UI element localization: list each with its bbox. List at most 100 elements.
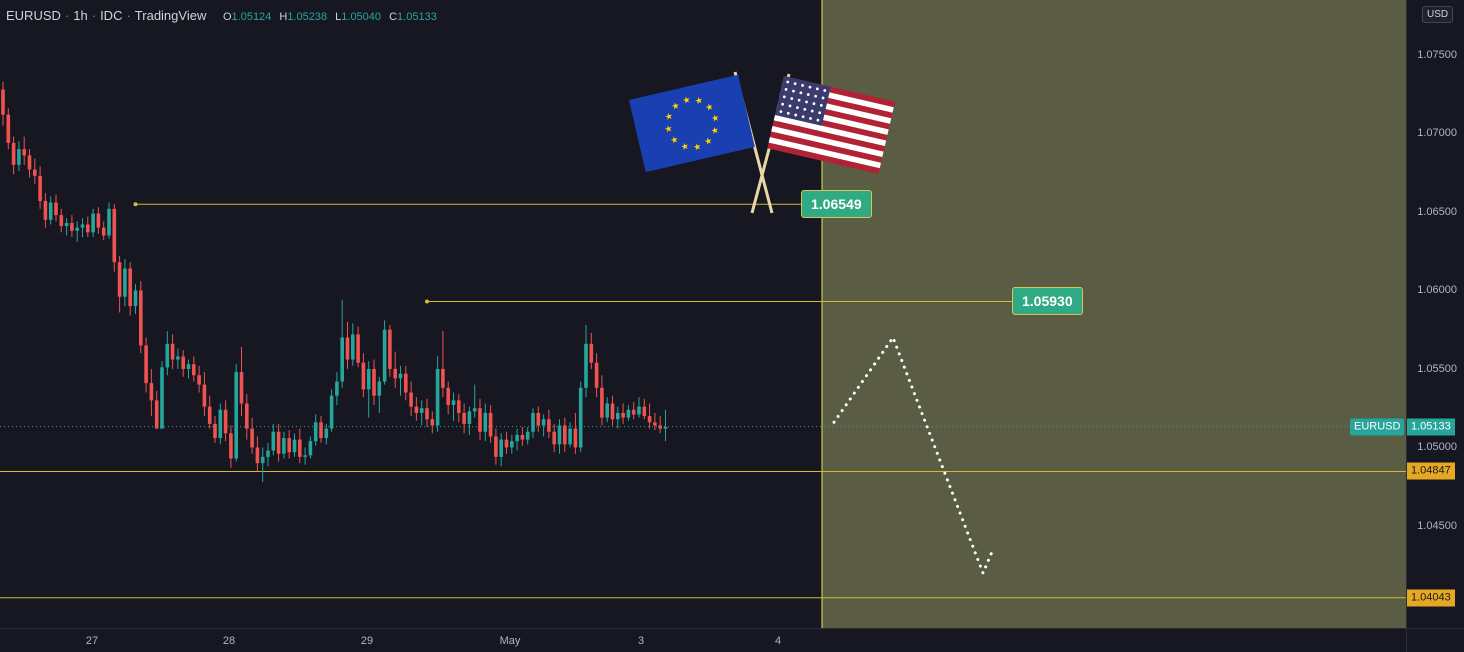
candle-body bbox=[552, 431, 556, 445]
open-key: O bbox=[222, 11, 232, 23]
us-flag-star bbox=[782, 95, 786, 99]
eu-star: ★ bbox=[680, 142, 690, 154]
price-tick: 1.05000 bbox=[1417, 441, 1457, 454]
current-price-tag: 1.05133 bbox=[1407, 418, 1455, 436]
us-flag-star bbox=[784, 88, 788, 91]
symbol-name[interactable]: EURUSD bbox=[6, 8, 61, 23]
eu-flag-icon: ★★★★★★★★★★ ★★ bbox=[629, 74, 755, 173]
time-tick: 3 bbox=[637, 635, 645, 647]
us-flag-stripe bbox=[772, 120, 885, 152]
candle-body bbox=[1, 89, 5, 115]
candle-body bbox=[319, 422, 323, 439]
separator: · bbox=[64, 8, 70, 23]
low-key: L bbox=[335, 11, 342, 23]
candle-body bbox=[266, 450, 270, 457]
candle-body bbox=[181, 356, 185, 369]
us-flag-star bbox=[786, 80, 790, 84]
candle-body bbox=[441, 368, 445, 388]
candle-body bbox=[292, 439, 297, 453]
us-flag-star bbox=[809, 117, 812, 120]
eu-star: ★ bbox=[682, 95, 692, 107]
price-tick: 1.07000 bbox=[1417, 127, 1457, 140]
candle-body bbox=[207, 406, 212, 424]
level-label-1[interactable]: 1.06549 bbox=[801, 190, 872, 219]
candle-body bbox=[578, 387, 583, 448]
us-flag-star bbox=[781, 102, 785, 106]
candle-body bbox=[43, 200, 48, 220]
forecast-zone bbox=[822, 0, 1406, 628]
us-flag-star bbox=[796, 106, 799, 110]
separator: · bbox=[91, 8, 97, 23]
axis-corner bbox=[1406, 628, 1464, 652]
eu-flag-field bbox=[629, 74, 755, 173]
separator: · bbox=[126, 8, 131, 23]
currency-button[interactable]: USD bbox=[1422, 6, 1454, 23]
candle-body bbox=[128, 268, 132, 307]
us-flag-star bbox=[814, 94, 818, 98]
eu-star: ★ bbox=[664, 124, 674, 136]
candle-body bbox=[22, 149, 26, 156]
candle-body bbox=[223, 409, 228, 434]
close-value: 1.05133 bbox=[397, 11, 437, 23]
candle-body bbox=[605, 403, 609, 418]
candlestick-chart[interactable]: ★★★★★★★★★★ ★★ bbox=[0, 0, 1406, 628]
candle-body bbox=[361, 362, 366, 390]
candle-body bbox=[33, 169, 37, 176]
us-flag-stripe bbox=[768, 137, 881, 169]
candle-body bbox=[478, 408, 482, 432]
candle-body bbox=[154, 400, 159, 429]
us-flag-star bbox=[808, 85, 812, 89]
candle-body bbox=[520, 434, 525, 440]
candles-group bbox=[1, 81, 668, 482]
time-tick: May bbox=[499, 635, 521, 647]
candle-body bbox=[594, 362, 599, 388]
price-axis[interactable]: 1.07500 1.07000 1.06500 1.06000 1.05500 1.050… bbox=[1406, 0, 1464, 628]
candle-body bbox=[425, 408, 429, 420]
candle-body bbox=[308, 441, 313, 456]
candle-body bbox=[504, 439, 509, 448]
candle-body bbox=[80, 224, 85, 228]
candle-body bbox=[165, 343, 170, 368]
candle-body bbox=[112, 208, 117, 263]
candle-body bbox=[467, 411, 472, 424]
candle-body bbox=[515, 434, 519, 442]
eu-star: ★ bbox=[703, 136, 713, 148]
candle-body bbox=[250, 428, 254, 448]
candle-body bbox=[303, 455, 307, 457]
candle-body bbox=[631, 409, 636, 415]
us-flag-stripe bbox=[769, 131, 883, 163]
candle-body bbox=[170, 343, 175, 360]
level-anchor-2 bbox=[425, 299, 429, 304]
candle-body bbox=[160, 367, 164, 429]
candle-body bbox=[144, 345, 148, 384]
candle-body bbox=[568, 428, 572, 445]
candle-body bbox=[340, 337, 344, 382]
candle-body bbox=[626, 409, 631, 418]
us-flag-star bbox=[786, 111, 790, 115]
plot-area[interactable]: ★ ★ ★ ★ ★ ★ ★ ★ ★ ★ ★ ★ EURUSD · 1h · IDC · TradingView O… bbox=[0, 0, 1406, 628]
candle-body bbox=[398, 373, 403, 379]
candle-body bbox=[345, 337, 350, 360]
candle-body bbox=[335, 381, 339, 396]
candle-body bbox=[653, 422, 657, 426]
candle-body bbox=[218, 409, 223, 439]
level-label-2[interactable]: 1.05930 bbox=[1012, 287, 1083, 316]
candle-body bbox=[313, 422, 318, 442]
candle-body bbox=[573, 428, 578, 448]
us-flag-star bbox=[779, 110, 783, 114]
time-axis[interactable]: 27 28 29 May 3 4 bbox=[0, 628, 1406, 652]
level-price-tag-1: 1.04847 bbox=[1407, 462, 1455, 480]
candle-body bbox=[229, 433, 233, 459]
candle-body bbox=[202, 384, 207, 407]
candle-body bbox=[409, 392, 413, 407]
candle-body bbox=[329, 395, 334, 429]
candle-body bbox=[637, 406, 641, 415]
interval[interactable]: 1h bbox=[73, 8, 88, 23]
chart-header: EURUSD · 1h · IDC · TradingView O1.05124 H1.05… bbox=[6, 8, 437, 23]
candle-body bbox=[525, 431, 530, 440]
eu-star: ★ bbox=[664, 112, 674, 124]
us-flag-star bbox=[810, 109, 814, 113]
time-tick: 29 bbox=[360, 635, 374, 647]
candle-body bbox=[176, 356, 180, 360]
